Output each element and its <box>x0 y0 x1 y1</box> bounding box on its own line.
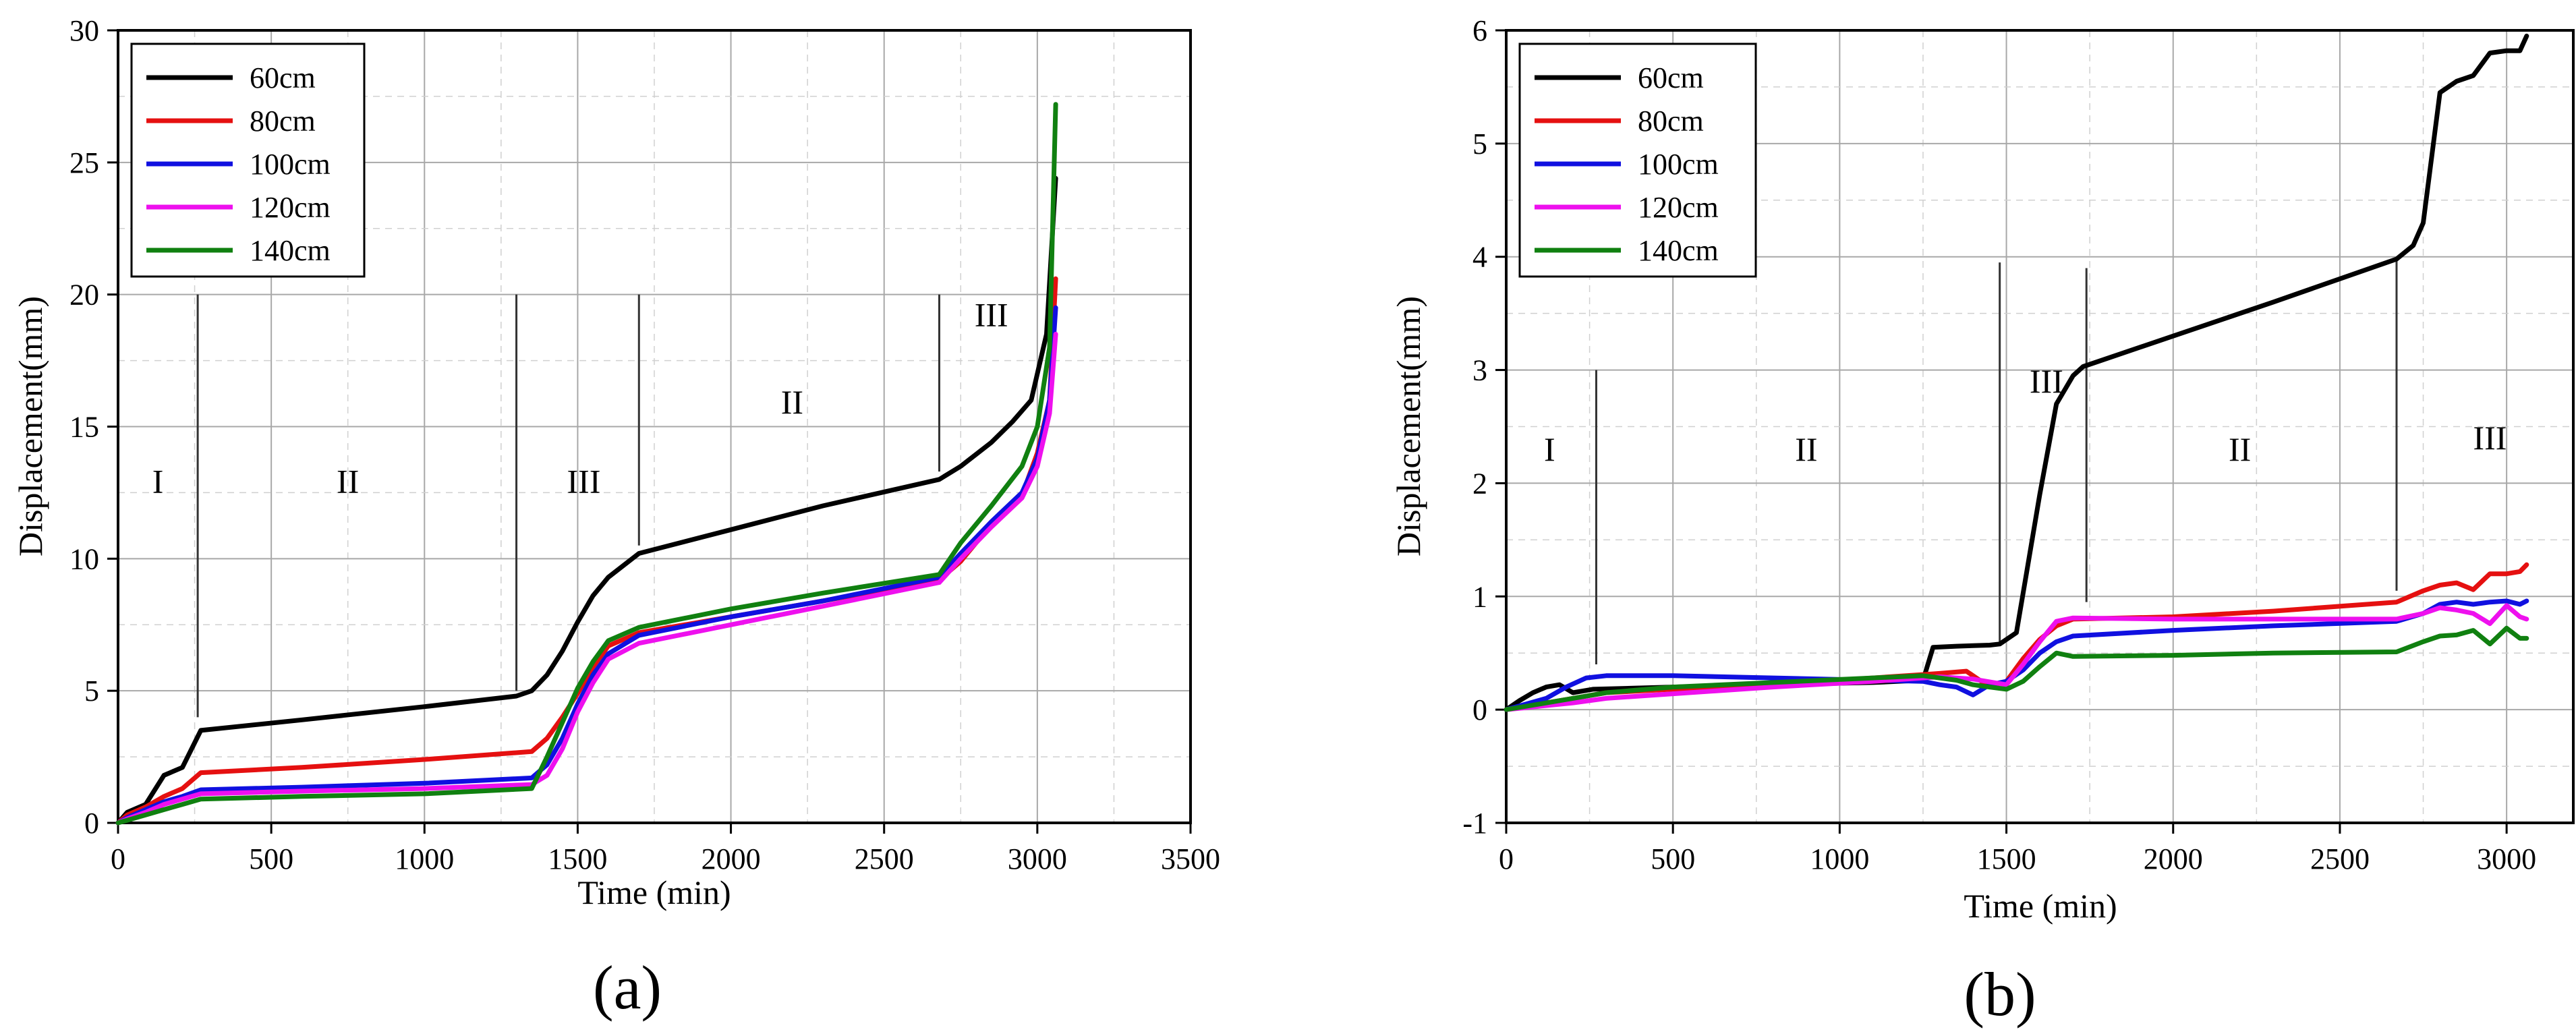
x-tick-label: 0 <box>1499 842 1514 875</box>
x-tick-label: 2500 <box>2310 842 2370 875</box>
stage-label: III <box>567 462 601 500</box>
stage-label: II <box>2229 430 2251 468</box>
legend-label-60cm: 60cm <box>250 61 316 94</box>
x-tick-label: 2000 <box>702 842 761 875</box>
y-tick-label: 30 <box>69 14 99 47</box>
x-tick-label: 500 <box>1651 842 1695 875</box>
y-tick-label: 20 <box>69 279 99 312</box>
legend-box <box>1518 42 1757 278</box>
y-tick-label: 15 <box>69 411 99 444</box>
legend-label-60cm: 60cm <box>1638 61 1704 94</box>
x-tick-label: 2000 <box>2144 842 2203 875</box>
stage-label: III <box>975 296 1008 334</box>
series-line-60cm <box>115 175 1058 826</box>
stage-label: I <box>1544 430 1555 468</box>
stage-label: II <box>1795 430 1817 468</box>
y-tick-label: 10 <box>69 542 99 575</box>
y-tick-label: 6 <box>1472 14 1487 47</box>
legend-a: 60cm 80cm 100cm 120cm 140cm <box>130 42 366 278</box>
x-tick-label: 3000 <box>2477 842 2536 875</box>
legend-box <box>130 42 366 278</box>
x-tick-label: 2500 <box>855 842 914 875</box>
x-tick-label: 3000 <box>1008 842 1067 875</box>
series-line-120cm <box>1504 603 2529 712</box>
x-tick-label: 1000 <box>1810 842 1869 875</box>
series-line-100cm <box>115 305 1058 826</box>
series-group-b <box>1504 33 2529 712</box>
legend-b: 60cm 80cm 100cm 120cm 140cm <box>1518 42 1757 278</box>
y-tick-label: 2 <box>1472 467 1487 500</box>
y-tick-label: 4 <box>1472 241 1487 274</box>
series-line-140cm <box>1504 625 2529 712</box>
legend-label-80cm: 80cm <box>1638 105 1704 138</box>
stage-label: I <box>152 462 164 500</box>
series-line-80cm <box>115 276 1058 826</box>
legend-label-140cm: 140cm <box>1638 234 1719 267</box>
stage-label: III <box>2030 362 2063 400</box>
legend-label-120cm: 120cm <box>1638 191 1719 224</box>
caption-a: (a) <box>593 953 662 1022</box>
legend-label-140cm: 140cm <box>250 234 331 267</box>
y-tick-label: 3 <box>1472 354 1487 387</box>
stage-label: II <box>337 462 359 500</box>
x-tick-label: 1500 <box>548 842 607 875</box>
axis-ticks-b: 0 500 1000 1500 2000 2500 3000 -1 0 1 2 3 4 5 6 <box>1462 14 2536 875</box>
y-tick-label: 1 <box>1472 580 1487 613</box>
y-axis-label-b: Displacement(mm) <box>1390 296 1427 556</box>
chart-panel-a: 0 500 1000 1500 2000 2500 3000 3500 0 5 10 15 20 25 30… <box>11 14 1220 1022</box>
legend-label-120cm: 120cm <box>250 191 331 224</box>
plot-frame-b <box>1505 29 2575 824</box>
series-line-60cm <box>1504 33 2529 712</box>
x-tick-label: 1500 <box>1977 842 2036 875</box>
x-tick-label: 1000 <box>395 842 454 875</box>
legend-label-80cm: 80cm <box>250 105 316 138</box>
series-line-140cm <box>115 102 1058 826</box>
x-axis-label-b: Time (min) <box>1964 887 2117 925</box>
y-axis-label-a: Displacement(mm) <box>11 296 49 556</box>
x-tick-label: 0 <box>111 842 125 875</box>
y-tick-label: 5 <box>84 674 99 708</box>
series-line-120cm <box>115 331 1058 826</box>
y-tick-label: 0 <box>84 807 99 840</box>
y-tick-label: 25 <box>69 146 99 179</box>
axis-ticks-a: 0 500 1000 1500 2000 2500 3000 3500 0 5 10 15 20 25 30 <box>69 14 1220 875</box>
stage-label: II <box>781 383 803 421</box>
y-tick-label: 5 <box>1472 127 1487 161</box>
caption-b: (b) <box>1964 960 2036 1029</box>
y-tick-label: -1 <box>1462 807 1487 840</box>
x-tick-label: 500 <box>249 842 293 875</box>
stage-lines-b <box>1595 259 2398 664</box>
stage-label: III <box>2473 419 2507 457</box>
x-axis-label-a: Time (min) <box>577 873 731 911</box>
y-tick-label: 0 <box>1472 693 1487 726</box>
x-tick-label: 3500 <box>1161 842 1220 875</box>
legend-label-100cm: 100cm <box>250 148 331 181</box>
legend-label-100cm: 100cm <box>1638 148 1719 181</box>
series-group-a <box>115 102 1058 826</box>
stage-lines-a <box>196 294 940 718</box>
